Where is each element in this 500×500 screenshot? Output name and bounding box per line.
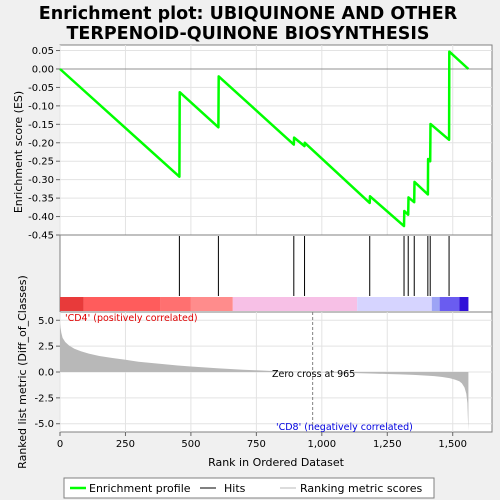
ranking-bar-segment [459, 297, 469, 311]
x-tick-label: 1,250 [373, 439, 402, 450]
metric-y-tick-label: -2.5 [34, 393, 54, 404]
ranking-color-bar [60, 297, 469, 311]
legend-label-enrichment: Enrichment profile [89, 482, 191, 495]
es-y-tick-label: 0.05 [32, 46, 54, 57]
ranking-bar-segment [160, 297, 191, 311]
metric-y-axis-label: Ranked list metric (Diff_of_Classes) [16, 275, 29, 469]
es-y-tick-label: -0.40 [28, 212, 54, 223]
enrichment-profile-line [59, 50, 470, 228]
enrichment-profile-curve [59, 50, 470, 228]
x-tick-label: 500 [181, 439, 200, 450]
metric-y-tick-label: 5.0 [38, 316, 54, 327]
x-tick-label: 750 [247, 439, 266, 450]
metric-y-ticks: 5.0 2.5 0.0 -2.5 -5.0 [34, 316, 60, 430]
es-y-tick-label: -0.35 [28, 194, 54, 205]
metric-y-tick-label: 2.5 [38, 342, 54, 353]
legend-box [63, 477, 435, 499]
chart-title-line-1: Enrichment plot: UBIQUINONE AND OTHER [39, 4, 458, 24]
es-y-tick-label: -0.10 [28, 101, 54, 112]
ranking-bar-segment [232, 297, 358, 311]
x-tick-label: 1,500 [438, 439, 467, 450]
ranking-bar-segment [60, 297, 84, 311]
ranking-bar-segment [431, 297, 440, 311]
ranking-bar-segment [439, 297, 460, 311]
es-y-tick-label: -0.25 [28, 157, 54, 168]
legend-label-hits: Hits [224, 482, 246, 495]
es-y-ticks: 0.05 0.00 -0.05 -0.10 -0.15 -0.20 -0.25 -0.30 -0… [28, 46, 60, 242]
x-tick-label: 0 [57, 439, 63, 450]
metric-y-tick-label: 0.0 [38, 368, 54, 379]
x-tick-label: 1,000 [307, 439, 336, 450]
hit-lines [178, 236, 450, 296]
x-axis-label: Rank in Ordered Dataset [208, 456, 345, 469]
es-y-tick-label: -0.20 [28, 138, 54, 149]
es-y-tick-label: 0.00 [32, 64, 54, 75]
zero-cross-label: Zero cross at 965 [272, 369, 355, 380]
es-y-tick-label: -0.05 [28, 83, 54, 94]
negative-class-label: 'CD8' (negatively correlated) [276, 422, 413, 433]
positive-class-label: 'CD4' (positively correlated) [65, 313, 198, 324]
ranking-bar-segment [83, 297, 161, 311]
es-y-tick-label: -0.45 [28, 231, 54, 242]
chart-title-line-2: TERPENOID-QUINONE BIOSYNTHESIS [66, 24, 429, 44]
x-tick-label: 250 [116, 439, 135, 450]
legend-label-metric: Ranking metric scores [300, 482, 422, 495]
es-y-axis-label: Enrichment score (ES) [12, 91, 25, 213]
es-panel-background [59, 44, 493, 236]
x-axis-ticks: 0 250 500 750 1,000 1,250 1,500 [57, 432, 467, 450]
es-y-tick-label: -0.30 [28, 175, 54, 186]
ranking-bar-segment [357, 297, 432, 311]
es-y-tick-label: -0.15 [28, 120, 54, 131]
ranking-bar-segment [190, 297, 233, 311]
metric-y-tick-label: -5.0 [34, 419, 54, 430]
